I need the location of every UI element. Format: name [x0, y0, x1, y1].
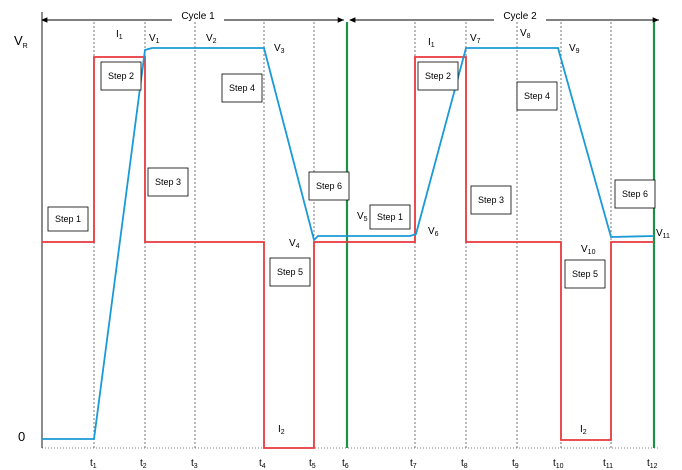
svg-text:Step 6: Step 6	[316, 181, 342, 191]
step-box-7: Step 1	[369, 204, 411, 230]
step-box-1: Step 1	[47, 206, 89, 232]
tick-t10: t10	[553, 458, 564, 470]
zero-label: 0	[18, 429, 25, 444]
svg-text:Step 2: Step 2	[425, 71, 451, 81]
tick-t8: t8	[461, 458, 468, 470]
voltage-labels: V1 V2 V3 V4 V5 V6 V7 V8 V9 V10 V11	[149, 28, 670, 256]
tick-t3: t3	[191, 458, 198, 470]
current-trace	[42, 56, 654, 449]
tick-t6: t6	[342, 458, 349, 470]
label-i1-cycle2: I1	[428, 37, 435, 49]
tick-t4: t4	[259, 458, 266, 470]
current-labels: I1 I2 I1 I2	[116, 29, 587, 436]
label-v7: V7	[470, 33, 481, 45]
svg-text:Step 3: Step 3	[155, 177, 181, 187]
step-box-6: Step 6	[308, 171, 350, 201]
tick-t1: t1	[90, 458, 97, 470]
tick-t12: t12	[647, 458, 658, 470]
tick-t2: t2	[140, 458, 147, 470]
step-box-9: Step 3	[470, 185, 512, 215]
label-v10: V10	[581, 244, 596, 256]
voltage-trace	[42, 47, 655, 440]
label-i2-cycle2: I2	[580, 424, 587, 436]
step-box-8: Step 2	[417, 61, 459, 91]
svg-text:Step 4: Step 4	[229, 83, 255, 93]
tick-t11: t11	[603, 458, 613, 470]
svg-text:Step 2: Step 2	[108, 71, 134, 81]
label-v1: V1	[149, 33, 160, 45]
step-box-12: Step 6	[614, 179, 656, 209]
label-i1-cycle1: I1	[116, 29, 123, 41]
label-v6: V6	[428, 226, 439, 238]
time-tick-labels: t1 t2 t3 t4 t5 t6 t7 t8 t9 t10 t11 t12	[90, 458, 658, 470]
step-box-2: Step 2	[100, 61, 142, 91]
label-v2: V2	[206, 33, 217, 45]
tick-t5: t5	[309, 458, 316, 470]
label-v4: V4	[289, 238, 300, 250]
cycle-2-span: Cycle 2	[349, 8, 659, 23]
label-v5: V5	[357, 211, 368, 223]
svg-text:Step 3: Step 3	[478, 195, 504, 205]
step-box-5: Step 5	[269, 257, 311, 287]
tick-t7: t7	[410, 458, 417, 470]
svg-text:Step 5: Step 5	[572, 269, 598, 279]
cycle-1-span: Cycle 1	[41, 8, 344, 23]
cycle-1-label: Cycle 1	[181, 11, 215, 22]
label-v11: V11	[656, 228, 670, 240]
label-v9: V9	[569, 43, 580, 55]
svg-text:Step 6: Step 6	[622, 189, 648, 199]
label-v3: V3	[274, 43, 285, 55]
label-v8: V8	[520, 28, 531, 40]
step-box-3: Step 3	[147, 167, 189, 197]
label-i2-cycle1: I2	[278, 424, 285, 436]
svg-text:Step 5: Step 5	[277, 267, 303, 277]
step-box-10: Step 4	[516, 81, 558, 111]
cycle-2-label: Cycle 2	[503, 11, 537, 22]
step-box-11: Step 5	[564, 259, 606, 289]
vr-label: VR	[14, 33, 28, 50]
svg-text:Step 1: Step 1	[377, 212, 403, 222]
tick-t9: t9	[512, 458, 519, 470]
svg-text:Step 1: Step 1	[55, 214, 81, 224]
svg-text:Step 4: Step 4	[524, 91, 550, 101]
step-box-4: Step 4	[221, 73, 263, 103]
